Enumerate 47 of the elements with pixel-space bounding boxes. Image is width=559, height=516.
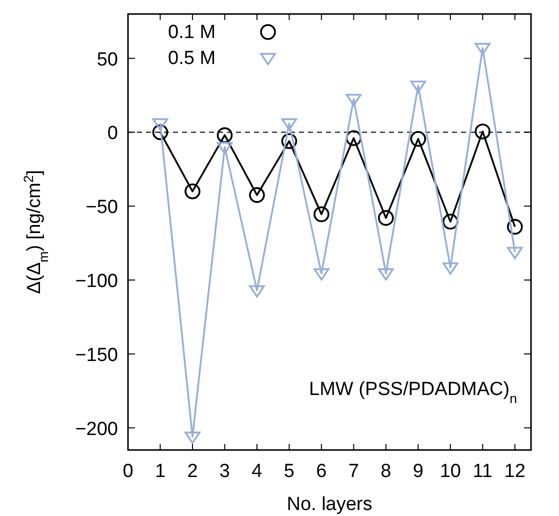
y-tick-label: −150	[75, 344, 118, 366]
x-tick-label: 4	[252, 461, 263, 482]
point	[249, 187, 265, 203]
point	[184, 183, 200, 200]
point	[474, 124, 491, 140]
point	[474, 42, 491, 56]
x-tick-label: 10	[440, 461, 461, 482]
legend-label: 0.1 M	[168, 22, 216, 43]
point	[216, 127, 233, 144]
x-tick-label: 0	[122, 461, 134, 482]
x-tick-label: 11	[472, 461, 493, 482]
point	[152, 118, 168, 131]
x-tick-label: 5	[284, 461, 294, 482]
point	[216, 142, 233, 154]
y-tick-label: −200	[75, 418, 118, 440]
y-tick-label: −100	[75, 271, 118, 292]
point	[410, 80, 426, 93]
point	[442, 262, 458, 275]
x-tick-label: 1	[154, 461, 166, 482]
point	[346, 94, 362, 106]
x-tick-label: 6	[316, 461, 327, 482]
x-tick-label: 12	[504, 461, 526, 482]
point	[410, 130, 426, 147]
point	[378, 268, 394, 281]
legend-label: 0.5 M	[168, 48, 216, 69]
x-tick-label: 2	[187, 461, 198, 482]
point	[378, 210, 394, 226]
x-tick-label: 8	[380, 461, 392, 482]
annotation: LMW (PSS/PDADMAC)$_{n}$	[309, 379, 517, 406]
point	[506, 246, 523, 260]
point	[184, 432, 200, 444]
point	[249, 285, 265, 298]
point	[314, 268, 330, 281]
x-tick-label: 9	[412, 461, 424, 482]
x-tick-label: 7	[348, 461, 359, 482]
point	[152, 124, 168, 140]
y-tick-label: 0	[107, 123, 118, 144]
point	[281, 118, 298, 131]
point	[346, 130, 362, 146]
point	[442, 214, 458, 230]
x-axis-title: No. layers	[286, 494, 372, 515]
x-tick-label: 3	[219, 461, 230, 482]
point	[281, 133, 298, 150]
y-tick-label: −50	[86, 197, 118, 218]
point	[506, 218, 523, 235]
point	[314, 206, 330, 222]
y-tick-label: 50	[96, 49, 118, 70]
